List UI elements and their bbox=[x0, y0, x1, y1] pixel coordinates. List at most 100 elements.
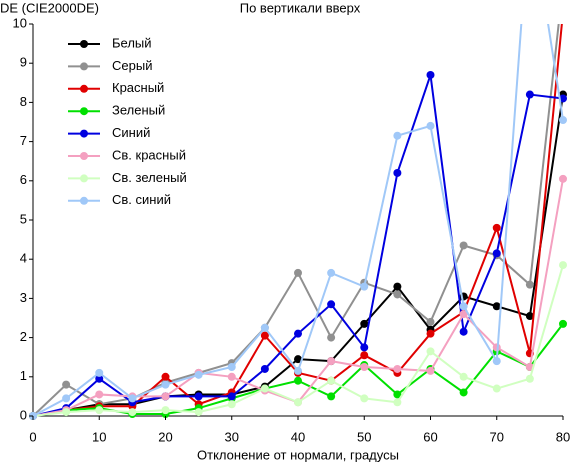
legend-label: Синий bbox=[112, 125, 150, 140]
point bbox=[393, 398, 402, 407]
point bbox=[459, 372, 468, 381]
x-tick-label: 0 bbox=[29, 429, 36, 444]
x-tick-label: 80 bbox=[556, 429, 570, 444]
point bbox=[393, 390, 402, 399]
y-tick-label: 7 bbox=[20, 133, 27, 148]
point bbox=[360, 343, 369, 352]
point bbox=[459, 302, 468, 311]
y-tick-label: 4 bbox=[20, 251, 27, 266]
point bbox=[62, 394, 71, 403]
point bbox=[161, 392, 170, 401]
point bbox=[327, 357, 336, 366]
legend-marker bbox=[80, 196, 88, 205]
point bbox=[227, 400, 236, 409]
point bbox=[559, 261, 567, 270]
point bbox=[227, 392, 236, 401]
x-axis-label: Отклонение от нормали, градусы bbox=[197, 447, 399, 462]
x-tick-label: 20 bbox=[158, 429, 172, 444]
point bbox=[559, 174, 567, 183]
point bbox=[260, 331, 269, 340]
point bbox=[62, 408, 71, 417]
legend-label: Св. красный bbox=[112, 147, 186, 162]
point bbox=[492, 384, 501, 393]
point bbox=[393, 364, 402, 373]
legend-label: Серый bbox=[112, 58, 152, 73]
legend-marker bbox=[80, 107, 88, 116]
point bbox=[161, 380, 170, 389]
legend-marker bbox=[80, 152, 88, 160]
point bbox=[393, 168, 402, 177]
point bbox=[260, 384, 269, 393]
legend-marker bbox=[80, 129, 88, 138]
legend-label: Св. синий bbox=[112, 192, 171, 207]
point bbox=[426, 347, 435, 356]
chart-title: По вертикали вверх bbox=[240, 0, 361, 15]
point bbox=[62, 380, 71, 389]
point bbox=[492, 357, 501, 366]
y-tick-label: 8 bbox=[20, 94, 27, 109]
point bbox=[426, 366, 435, 375]
y-tick-label: 6 bbox=[20, 172, 27, 187]
point bbox=[95, 390, 104, 399]
x-tick-label: 10 bbox=[92, 429, 106, 444]
point bbox=[525, 280, 534, 289]
y-tick-label: 2 bbox=[20, 329, 27, 344]
y-axis-label: DE (CIE2000DE) bbox=[0, 0, 99, 15]
point bbox=[426, 329, 435, 338]
point bbox=[327, 268, 336, 277]
point bbox=[360, 319, 369, 328]
legend-marker bbox=[80, 174, 88, 183]
y-tick-label: 9 bbox=[20, 55, 27, 70]
legend-label: Красный bbox=[112, 80, 164, 95]
point bbox=[260, 364, 269, 373]
point bbox=[95, 406, 104, 415]
x-tick-label: 60 bbox=[423, 429, 437, 444]
point bbox=[360, 394, 369, 403]
point bbox=[128, 394, 137, 403]
point bbox=[426, 70, 435, 79]
legend-marker bbox=[80, 40, 88, 48]
y-tick-label: 1 bbox=[20, 368, 27, 383]
point bbox=[294, 355, 302, 364]
point bbox=[360, 351, 369, 360]
point bbox=[360, 363, 369, 371]
point bbox=[294, 398, 302, 407]
point bbox=[459, 310, 468, 319]
x-tick-label: 40 bbox=[291, 429, 305, 444]
point bbox=[227, 372, 236, 381]
point bbox=[327, 300, 336, 309]
point bbox=[194, 408, 203, 417]
point bbox=[525, 374, 534, 383]
point bbox=[393, 131, 402, 140]
point bbox=[194, 392, 203, 401]
point bbox=[227, 363, 236, 371]
point bbox=[559, 94, 567, 103]
point bbox=[294, 268, 302, 277]
point bbox=[128, 408, 137, 417]
point bbox=[294, 376, 302, 385]
point bbox=[360, 282, 369, 291]
point bbox=[492, 249, 501, 258]
x-tick-label: 30 bbox=[225, 429, 239, 444]
y-tick-label: 10 bbox=[13, 15, 27, 30]
legend-label: Зеленый bbox=[112, 103, 165, 118]
point bbox=[327, 392, 336, 401]
point bbox=[95, 374, 104, 383]
legend-label: Белый bbox=[112, 35, 152, 50]
point bbox=[459, 388, 468, 397]
point bbox=[393, 290, 402, 299]
point bbox=[559, 116, 567, 125]
point bbox=[492, 223, 501, 232]
point bbox=[559, 319, 567, 328]
point bbox=[559, 8, 567, 16]
point bbox=[327, 376, 336, 385]
y-tick-label: 5 bbox=[20, 211, 27, 226]
plot-area bbox=[29, 8, 567, 420]
point bbox=[161, 406, 170, 415]
point bbox=[393, 282, 402, 291]
point bbox=[294, 366, 302, 375]
legend-marker bbox=[80, 84, 88, 93]
point bbox=[294, 329, 302, 338]
point bbox=[492, 302, 501, 311]
